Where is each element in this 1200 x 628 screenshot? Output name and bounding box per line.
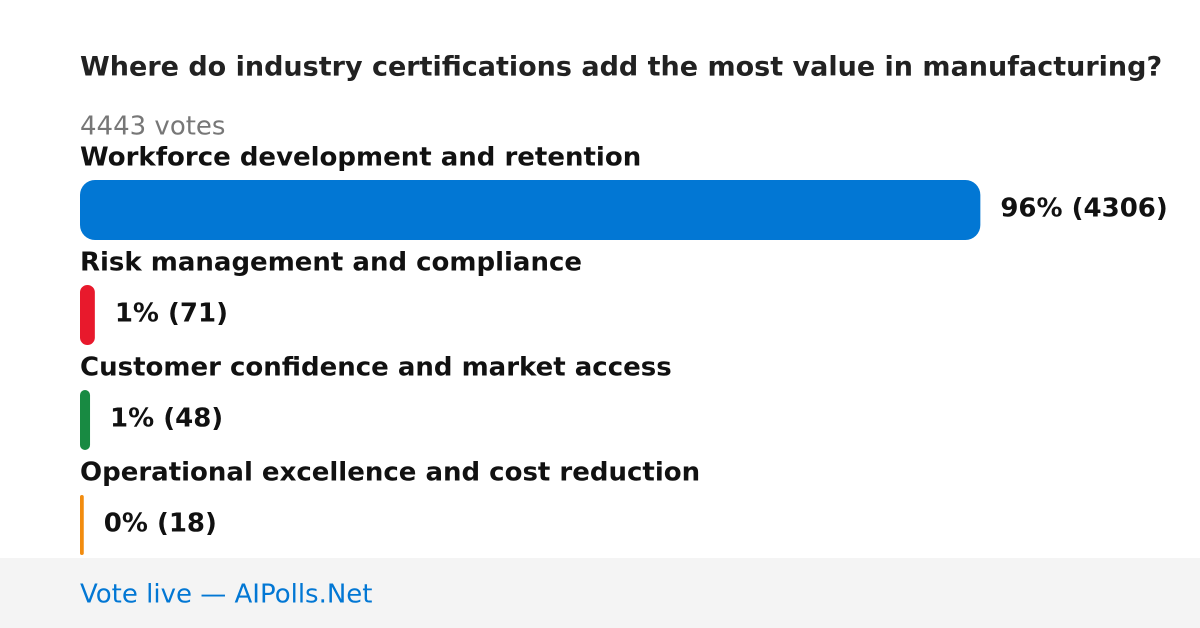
value-label: 96% (4306) [1000,194,1167,224]
value-label: 1% (48) [110,404,223,434]
bar [80,180,981,240]
footer-bar [0,558,1200,628]
option-label: Risk management and compliance [80,248,582,278]
option-label: Workforce development and retention [80,143,641,173]
bar [80,390,91,450]
option-label: Customer confidence and market access [80,353,672,383]
option-label: Operational excellence and cost reductio… [80,458,700,488]
vote-count: 4443 votes [80,112,225,142]
value-label: 1% (71) [115,299,228,329]
value-label: 0% (18) [104,509,217,539]
bar [80,285,95,345]
bar [80,495,84,555]
chart-title: Where do industry certifications add the… [80,52,1162,83]
footer-link[interactable]: Vote live — AIPolls.Net [80,580,373,610]
